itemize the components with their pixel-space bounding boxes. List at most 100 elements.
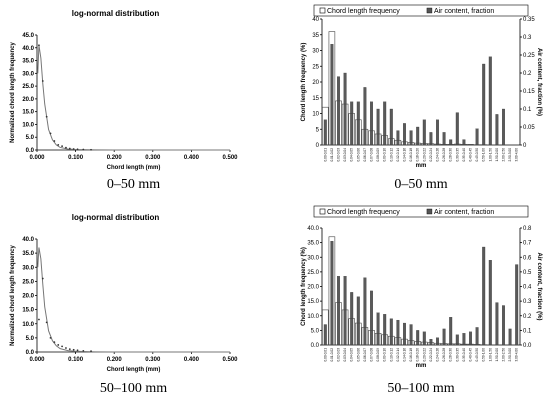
left-y-tick-label: 0.0: [311, 343, 320, 349]
category-label: 0.35-0.40: [462, 348, 466, 362]
panel-caption: 0–50 mm: [394, 177, 447, 192]
y-axis-label: Normalized chord length frequency: [10, 244, 16, 345]
category-label: 2.00-2.50: [502, 348, 506, 362]
left-y-tick-label: 35.0: [307, 241, 319, 247]
bar-air-content: [422, 119, 426, 146]
category-label: 0.12-0.14: [396, 148, 400, 162]
right-y-tick-label: 0: [523, 143, 527, 149]
category-label: 0.01-0.02: [330, 348, 334, 362]
left-y-tick-label: 10: [312, 112, 319, 118]
y-tick-label: 25.0: [22, 84, 34, 90]
bar-air-content: [416, 330, 420, 346]
category-label: 0.05-0.06: [356, 348, 360, 362]
x-tick-label: 0.100: [68, 155, 84, 161]
right-y-tick-label: 0.4: [523, 285, 532, 291]
bar-chord-frequency: [414, 142, 421, 146]
right-y-tick-label: 0.7: [523, 241, 532, 247]
y-tick-label: 15.0: [22, 308, 34, 314]
bar-air-content: [323, 324, 327, 346]
data-point: [45, 115, 48, 118]
bar-chord-frequency: [407, 142, 415, 146]
bar-air-content: [389, 318, 393, 346]
bar-air-content: [370, 101, 373, 146]
bar-air-content: [337, 276, 340, 346]
category-label: 2.00-2.50: [502, 148, 506, 162]
bar-air-content: [462, 333, 466, 346]
category-label: 0.24-0.26: [436, 148, 440, 162]
bar-air-content: [455, 334, 459, 346]
category-label: 0.18-0.20: [416, 148, 420, 162]
category-label: 0.20-0.22: [422, 348, 426, 362]
bar-air-content: [482, 246, 486, 346]
bar-chord-frequency: [447, 144, 454, 146]
category-label: 3.00-4.00: [515, 348, 519, 362]
right-y-tick-label: 0.1: [523, 328, 532, 334]
right-y-tick-label: 0.35: [523, 17, 535, 23]
bar-air-content: [502, 108, 505, 146]
right-y-tick-label: 0.15: [523, 89, 535, 95]
legend-box: [313, 205, 529, 218]
bar-chord-frequency: [381, 334, 388, 346]
bar-chord-frequency: [407, 340, 415, 346]
x-tick-label: 0.500: [222, 155, 238, 161]
bar-air-content: [383, 101, 387, 146]
category-label: 2.50-3.00: [508, 148, 512, 162]
left-y-axis-label: Chord length frequency (%): [301, 43, 307, 122]
bar-air-content: [422, 331, 426, 346]
bar-air-content: [370, 290, 373, 346]
bar-air-content: [350, 101, 354, 146]
x-tick-label: 0.200: [107, 357, 123, 363]
data-point: [45, 321, 48, 324]
legend-swatch-frequency: [319, 7, 326, 14]
category-label: 0.04-0.05: [350, 148, 354, 162]
bar-air-content: [356, 296, 360, 346]
bar-chord-frequency: [440, 343, 448, 346]
data-point: [49, 132, 52, 135]
y-tick-label: 35.0: [22, 251, 34, 257]
left-y-tick-label: 40: [312, 17, 319, 23]
category-label: 0.04-0.05: [350, 348, 354, 362]
category-label: 0.03-0.04: [343, 348, 347, 362]
category-label: 0.09-0.10: [383, 148, 387, 162]
category-label: 0.40-0.45: [469, 348, 473, 362]
left-y-tick-label: 30.0: [307, 255, 319, 261]
panel-caption: 50–100 mm: [387, 381, 454, 396]
bar-chord-frequency: [434, 342, 441, 346]
data-point: [38, 318, 40, 321]
category-label: 0.05-0.06: [356, 148, 360, 162]
right-y-tick-label: 0.5: [523, 270, 532, 276]
x-axis-label: Chord length (mm): [107, 165, 161, 171]
y-tick-label: 30.0: [22, 265, 34, 271]
bar-chord-frequency: [335, 302, 342, 346]
category-label: 0.12-0.14: [396, 348, 400, 362]
left-y-tick-label: 25: [312, 64, 319, 70]
data-point: [65, 347, 67, 349]
data-point: [38, 44, 40, 47]
x-tick-label: 0.400: [184, 357, 200, 363]
data-point: [72, 348, 75, 351]
category-label: 0.09-0.10: [383, 348, 387, 362]
category-label: 0.45-0.50: [475, 348, 479, 362]
data-point: [82, 148, 85, 151]
y-tick-label: 25.0: [22, 279, 34, 285]
x-axis-label: Chord length (mm): [107, 367, 161, 373]
bar-chord-frequency: [401, 338, 408, 346]
bar-air-content: [508, 328, 512, 346]
bar-air-content: [475, 327, 479, 346]
bar-air-content: [343, 276, 347, 346]
bar-air-content: [502, 305, 505, 346]
category-label: 0.16-0.18: [409, 148, 413, 162]
y-tick-label: 0.0: [26, 148, 35, 154]
category-label: 0.22-0.24: [429, 348, 433, 362]
bar-air-content: [376, 108, 380, 146]
data-point: [49, 336, 52, 339]
bar-air-content: [383, 314, 387, 346]
bar-air-content: [389, 108, 393, 146]
data-point: [53, 341, 56, 344]
bar-chord-frequency: [440, 144, 448, 146]
category-label: 0.18-0.20: [416, 348, 420, 362]
left-y-tick-label: 5.0: [311, 328, 320, 334]
bar-air-content: [442, 328, 446, 346]
left-y-tick-label: 35: [312, 33, 319, 39]
bar-chord-frequency: [341, 309, 349, 346]
